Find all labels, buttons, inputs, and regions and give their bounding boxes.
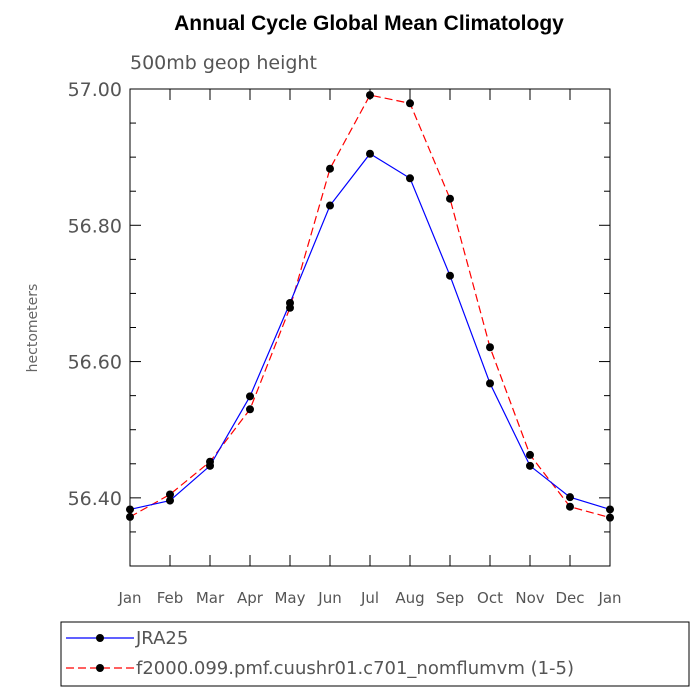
x-tick-label: Dec (555, 589, 584, 607)
data-point-jra25 (366, 149, 374, 158)
data-point-jra25 (566, 493, 574, 502)
data-point-model (166, 490, 174, 499)
legend: JRA25 f2000.099.pmf.cuushr01.c701_nomflum… (60, 621, 690, 687)
data-point-model (326, 164, 334, 173)
y-tick-label: 56.80 (68, 215, 122, 237)
legend-marker-model (96, 664, 104, 672)
x-tick-label: Jan (597, 589, 621, 607)
data-point-jra25 (126, 505, 134, 514)
data-point-model (366, 91, 374, 100)
data-point-model (566, 502, 574, 511)
series-line-model (129, 94, 611, 519)
legend-box (60, 621, 690, 687)
data-point-model (406, 99, 414, 108)
y-tick-label: 57.00 (68, 79, 122, 101)
data-point-jra25 (446, 271, 454, 280)
series-layer (126, 91, 614, 522)
data-point-jra25 (326, 201, 334, 210)
data-point-jra25 (286, 298, 294, 307)
data-point-jra25 (406, 174, 414, 183)
x-tick-label: Apr (237, 589, 264, 607)
data-point-jra25 (486, 379, 494, 388)
chart-title: Annual Cycle Global Mean Climatology (174, 12, 564, 35)
x-tick-label: Nov (515, 589, 544, 607)
legend-label-model: f2000.099.pmf.cuushr01.c701_nomflumvm (1… (136, 658, 574, 679)
data-point-model (606, 513, 614, 522)
y-tick-label: 56.60 (68, 352, 122, 374)
data-point-model (486, 343, 494, 352)
x-tick-label: Sep (436, 589, 464, 607)
legend-marker-jra25 (96, 634, 104, 642)
series-line-jra25 (129, 152, 611, 510)
y-tick-label: 56.40 (68, 488, 122, 510)
x-tick-label: Jul (360, 589, 379, 607)
x-tick-label: May (274, 589, 305, 607)
data-point-model (446, 194, 454, 203)
plot-frame (129, 88, 611, 567)
y-axis-label: hectometers (25, 284, 41, 373)
data-point-model (526, 450, 534, 459)
data-point-model (246, 405, 254, 414)
legend-label-jra25: JRA25 (135, 628, 188, 649)
x-tick-label: Mar (196, 589, 225, 607)
data-point-jra25 (166, 496, 174, 505)
data-point-jra25 (206, 461, 214, 470)
chart-subtitle: 500mb geop height (130, 52, 317, 74)
x-tick-label: Jun (317, 589, 341, 607)
x-tick-label: Aug (395, 589, 424, 607)
data-point-jra25 (246, 392, 254, 401)
x-axis-ticks: Jan Feb Mar Apr May Jun Jul Aug Sep Oct Nov Dec Jan (117, 89, 622, 607)
data-point-jra25 (606, 505, 614, 514)
data-point-jra25 (526, 461, 534, 470)
data-point-model (126, 512, 134, 521)
x-tick-label: Jan (117, 589, 141, 607)
x-tick-label: Oct (477, 589, 503, 607)
x-tick-label: Feb (157, 589, 184, 607)
y-axis-ticks: 56.40 56.60 56.80 57.00 (68, 79, 610, 567)
